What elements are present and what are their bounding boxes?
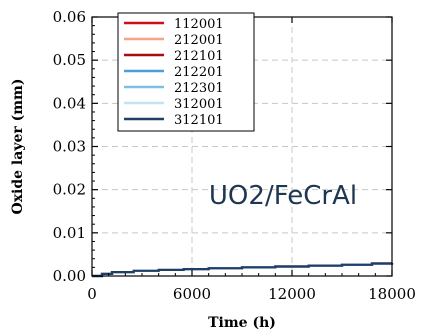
y-tick-label: 0.01 (53, 224, 86, 242)
material-annotation: UO2/FeCrAl (209, 181, 357, 211)
x-tick-label: 18000 (368, 285, 416, 303)
x-axis-title: Time (h) (208, 315, 276, 331)
x-tick-label: 12000 (268, 285, 316, 303)
legend-label-212001: 212001 (174, 33, 224, 48)
axis-ticks (91, 16, 393, 277)
x-tick-label: 6000 (173, 285, 211, 303)
y-tick-label: 0.00 (53, 267, 86, 285)
legend-label-212201: 212201 (174, 65, 224, 80)
y-tick-label: 0.03 (53, 138, 86, 156)
series-lines (92, 262, 394, 278)
legend-label-212101: 212101 (174, 49, 224, 64)
y-tick-labels: 0.00 0.01 0.02 0.03 0.04 0.05 0.06 (53, 8, 86, 285)
legend-label-312001: 312001 (174, 97, 224, 112)
y-tick-label: 0.04 (53, 94, 86, 112)
legend-label-212301: 212301 (174, 81, 224, 96)
legend: 1120012120012121012122012123013120013121… (124, 17, 224, 128)
legend-label-312101: 312101 (174, 113, 224, 128)
x-tick-labels: 0 6000 12000 18000 (87, 285, 416, 303)
y-axis-title: Oxide layer (mm) (10, 79, 26, 215)
y-tick-label: 0.05 (53, 51, 86, 69)
x-tick-label: 0 (87, 285, 97, 303)
legend-label-112001: 112001 (174, 17, 224, 32)
y-tick-label: 0.02 (53, 181, 86, 199)
series-line-312101 (92, 262, 394, 278)
y-tick-label: 0.06 (53, 8, 86, 26)
